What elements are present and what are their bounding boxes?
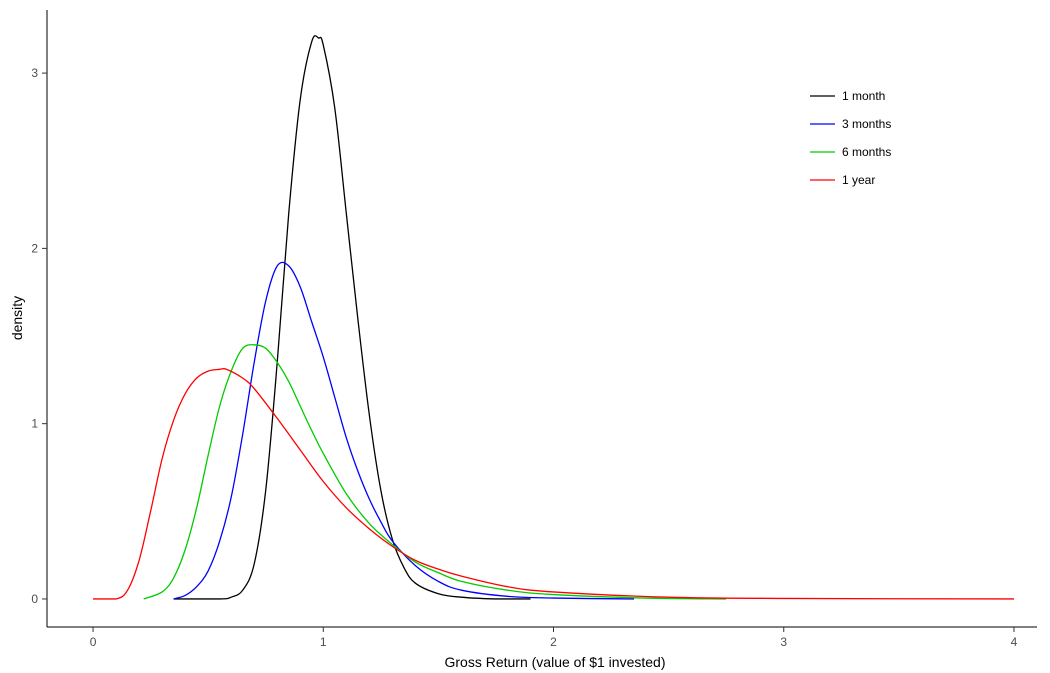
y-tick-label: 0: [31, 592, 38, 606]
legend: 1 month 3 months 6 months 1 year: [810, 89, 891, 187]
y-ticks: 0 1 2 3: [31, 66, 47, 606]
legend-label-1-year: 1 year: [842, 173, 875, 187]
legend-label-6-months: 6 months: [842, 145, 891, 159]
x-ticks: 0 1 2 3 4: [90, 627, 1018, 649]
series-line-3-months: [173, 261, 635, 600]
series-lines: [93, 35, 1014, 600]
x-tick-label: 2: [550, 635, 557, 649]
y-axis-title: density: [9, 296, 25, 340]
legend-label-1-month: 1 month: [842, 89, 885, 103]
y-tick-label: 2: [31, 241, 38, 255]
y-tick-label: 3: [31, 66, 38, 80]
x-tick-label: 1: [320, 635, 327, 649]
y-tick-label: 1: [31, 417, 38, 431]
legend-label-3-months: 3 months: [842, 117, 891, 131]
series-line-1-year: [93, 367, 1014, 600]
x-tick-label: 3: [780, 635, 787, 649]
x-tick-label: 0: [90, 635, 97, 649]
axes: [46, 10, 1037, 628]
series-line-6-months: [143, 344, 727, 600]
x-tick-label: 4: [1011, 635, 1018, 649]
x-axis-title: Gross Return (value of $1 invested): [445, 654, 666, 670]
series-line-1-month: [173, 35, 531, 600]
